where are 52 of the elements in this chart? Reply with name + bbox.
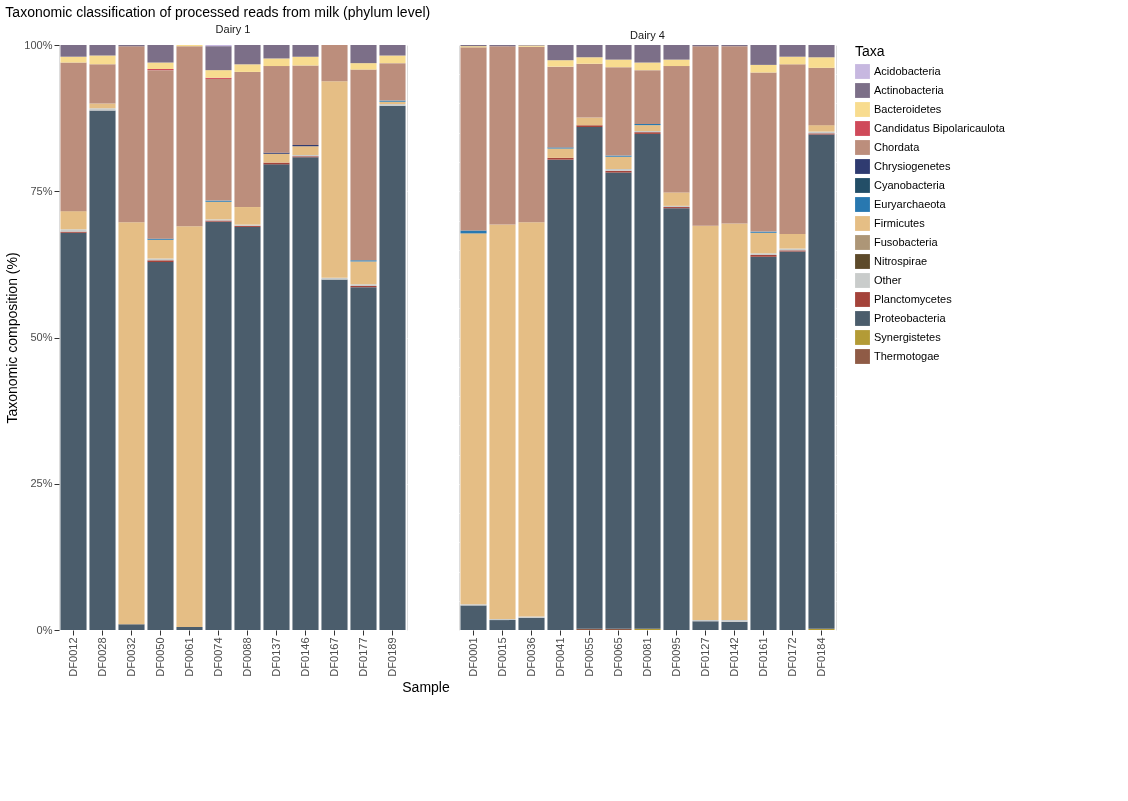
legend-label: Acidobacteria	[874, 64, 942, 77]
y-tick-label: 100%	[24, 38, 53, 51]
x-tick-label: DF0127	[698, 637, 711, 677]
x-tick-label: DF0041	[553, 637, 566, 677]
y-tick-label: 0%	[36, 623, 53, 636]
x-tick-label: DF0095	[669, 637, 682, 677]
x-tick-label: DF0161	[756, 637, 769, 677]
legend-label: Chordata	[874, 140, 921, 153]
x-tick-label: DF0088	[240, 637, 253, 677]
x-tick-label: DF0146	[298, 637, 311, 677]
x-tick-label: DF0065	[611, 637, 624, 677]
x-tick-label: DF0167	[327, 637, 340, 677]
legend-label: Planctomycetes	[874, 292, 953, 305]
x-axis-title: Sample	[402, 678, 450, 695]
legend-label: Cyanobacteria	[874, 178, 946, 191]
legend-label: Synergistetes	[874, 330, 942, 343]
x-tick-label: DF0015	[495, 637, 508, 677]
legend-label: Proteobacteria	[874, 311, 947, 324]
legend-label: Thermotogae	[874, 349, 940, 362]
x-tick-label: DF0137	[269, 637, 282, 677]
x-tick-label: DF0012	[66, 637, 79, 677]
legend-label: Candidatus Bipolaricaulota	[874, 121, 1006, 134]
legend-label: Bacteroidetes	[874, 102, 942, 115]
legend-label: Chrysiogenetes	[874, 159, 951, 172]
legend-label: Fusobacteria	[874, 235, 939, 248]
x-tick-label: DF0172	[785, 637, 798, 677]
x-tick-label: DF0050	[153, 637, 166, 677]
chart-subtitle: Dairy 1	[215, 23, 251, 35]
x-tick-label: DF0032	[124, 637, 137, 677]
y-tick-label: 75%	[30, 184, 53, 197]
chart-subtitle: Dairy 4	[630, 29, 665, 41]
x-tick-label: DF0001	[466, 637, 479, 677]
legend-label: Actinobacteria	[874, 83, 945, 96]
x-tick-label: DF0177	[356, 637, 369, 677]
x-tick-label: DF0189	[385, 637, 398, 677]
legend-label: Nitrospirae	[874, 254, 928, 267]
legend-label: Other	[874, 273, 902, 286]
legend-label: Firmicutes	[874, 216, 926, 229]
x-tick-label: DF0142	[727, 637, 740, 677]
y-tick-label: 25%	[30, 477, 53, 490]
x-tick-label: DF0184	[814, 637, 827, 677]
x-tick-label: DF0055	[582, 637, 595, 677]
legend-label: Euryarchaeota	[874, 197, 947, 210]
legend-title: Taxa	[855, 43, 885, 59]
x-tick-label: DF0081	[640, 637, 653, 677]
x-tick-label: DF0036	[524, 637, 537, 677]
x-tick-label: DF0061	[182, 637, 195, 677]
y-tick-label: 50%	[30, 331, 53, 343]
x-tick-label: DF0028	[95, 637, 108, 677]
x-tick-label: DF0074	[211, 637, 224, 677]
y-axis-title: Taxonomic composition (%)	[4, 252, 21, 424]
chart-title: Taxonomic classification of processed reads from milk (phylum level)	[5, 3, 431, 20]
